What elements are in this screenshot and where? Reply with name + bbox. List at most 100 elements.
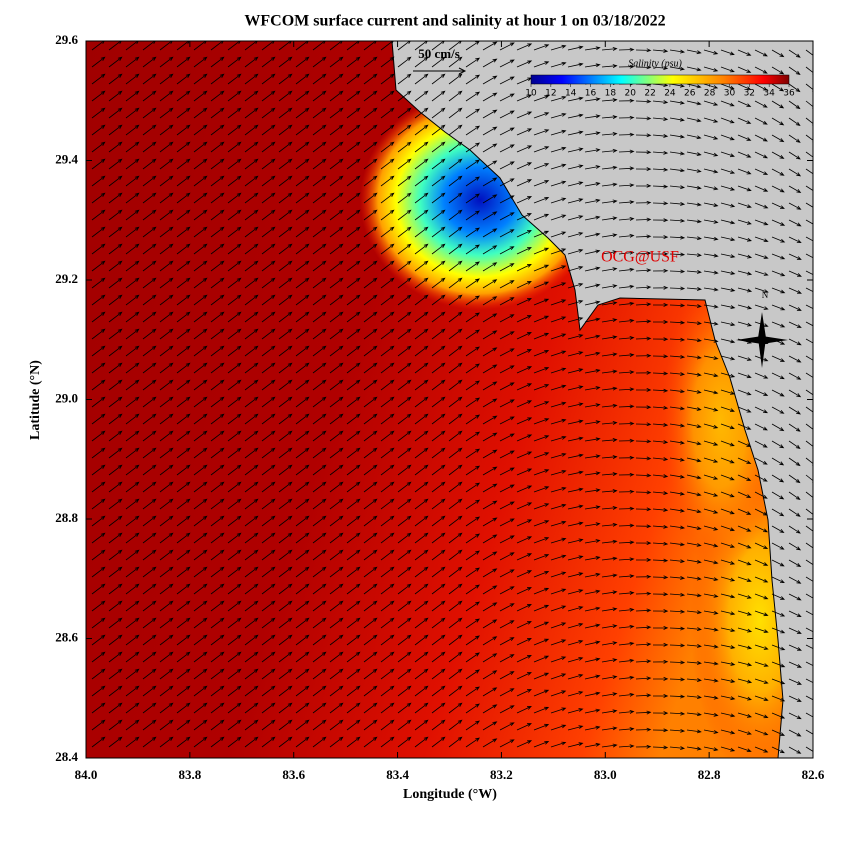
current-arrow (516, 280, 532, 289)
current-arrow (261, 566, 276, 578)
current-arrow (737, 542, 752, 549)
current-arrow (482, 194, 498, 204)
current-arrow (720, 474, 735, 481)
current-arrow (567, 385, 584, 391)
current-arrow (499, 246, 515, 255)
current-arrow (312, 634, 327, 646)
current-arrow (380, 73, 395, 85)
current-arrow (499, 484, 515, 493)
current-arrow (380, 736, 395, 748)
current-arrow (788, 253, 802, 260)
current-arrow (380, 107, 395, 119)
current-arrow (193, 107, 208, 119)
current-arrow (499, 229, 515, 238)
current-arrow (737, 117, 752, 124)
current-arrow (465, 431, 481, 442)
current-arrow (414, 413, 429, 425)
current-arrow (142, 294, 157, 306)
current-arrow (516, 230, 532, 238)
current-arrow (788, 134, 801, 143)
current-arrow (652, 745, 669, 750)
current-arrow (754, 661, 769, 667)
current-arrow (550, 299, 567, 306)
current-arrow (720, 712, 736, 718)
current-arrow (244, 141, 259, 153)
current-arrow (465, 380, 480, 391)
current-arrow (312, 124, 327, 136)
current-arrow (312, 73, 327, 85)
current-arrow (618, 557, 635, 562)
current-arrow (329, 430, 344, 442)
current-arrow (499, 569, 515, 578)
current-arrow (550, 605, 567, 612)
current-arrow (720, 287, 736, 292)
current-arrow (550, 129, 567, 136)
current-arrow (159, 73, 174, 85)
current-arrow (618, 284, 635, 289)
current-arrow (295, 175, 310, 187)
current-arrow (329, 719, 344, 731)
current-arrow (346, 430, 361, 442)
current-arrow (193, 209, 208, 221)
current-arrow (125, 481, 140, 493)
current-arrow (312, 90, 327, 102)
current-arrow (618, 47, 635, 52)
current-arrow (703, 270, 719, 275)
current-arrow (720, 695, 736, 701)
current-arrow (278, 345, 293, 357)
current-arrow (261, 41, 275, 51)
scale-label: 50 cm/s (418, 46, 460, 61)
current-arrow (125, 396, 140, 408)
current-arrow (720, 151, 735, 158)
colorbar (530, 74, 790, 85)
current-arrow (550, 656, 567, 663)
current-arrow (210, 243, 225, 255)
current-arrow (635, 133, 652, 138)
current-arrow (397, 56, 412, 68)
current-arrow (567, 606, 584, 612)
current-arrow (176, 192, 191, 204)
current-arrow (295, 447, 310, 459)
current-arrow (618, 318, 635, 323)
current-arrow (363, 41, 377, 51)
current-arrow (210, 481, 225, 493)
current-arrow (108, 243, 123, 255)
current-arrow (652, 541, 669, 546)
current-arrow (448, 498, 463, 510)
current-arrow (142, 532, 157, 544)
current-arrow (771, 168, 785, 176)
current-arrow (567, 555, 584, 561)
current-arrow (652, 252, 669, 256)
current-arrow (550, 197, 567, 204)
current-arrow (465, 193, 480, 204)
current-arrow (295, 651, 310, 663)
current-arrow (601, 115, 618, 119)
current-arrow (516, 637, 532, 646)
current-arrow (550, 231, 567, 238)
current-arrow (720, 321, 736, 327)
current-arrow (278, 396, 293, 408)
current-arrow (193, 56, 208, 68)
current-arrow (686, 440, 702, 446)
current-arrow (601, 267, 618, 272)
current-arrow (363, 430, 378, 442)
current-arrow (499, 603, 515, 612)
current-arrow (210, 464, 225, 476)
current-arrow (346, 719, 361, 731)
current-arrow (176, 566, 191, 578)
current-arrow (363, 311, 378, 323)
current-arrow (788, 695, 802, 702)
current-arrow (193, 634, 208, 646)
current-arrow (108, 685, 123, 697)
current-arrow (91, 90, 106, 102)
current-arrow (278, 158, 293, 170)
current-arrow (635, 150, 652, 155)
current-arrow (465, 601, 480, 612)
current-arrow (499, 365, 515, 374)
current-arrow (465, 329, 480, 340)
current-arrow (550, 673, 567, 680)
current-arrow (618, 455, 635, 460)
current-arrow (397, 209, 412, 221)
x-tick-label: 83.8 (178, 767, 201, 782)
current-arrow (244, 481, 259, 493)
